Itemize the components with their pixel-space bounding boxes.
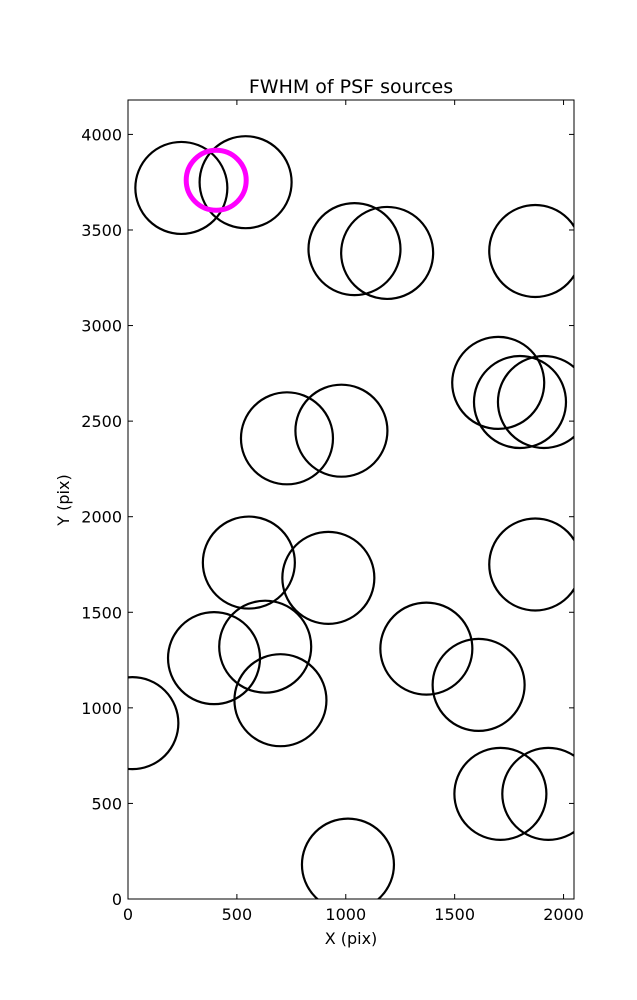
source-marker: [281, 530, 376, 625]
y-tick-label: 0: [112, 890, 122, 909]
source-marker: [496, 354, 574, 450]
plot-frame: [127, 99, 575, 900]
source-marker: [488, 517, 574, 612]
source-marker: [166, 611, 262, 706]
source-marker: [431, 637, 526, 733]
x-tick-label: 1500: [434, 905, 475, 924]
source-marker: [198, 135, 293, 230]
y-tick-label: 3000: [81, 317, 122, 336]
x-axis-ticks: 0 500 1000 1500 2000: [123, 100, 584, 924]
source-marker: [201, 515, 296, 610]
y-tick-label: 2500: [81, 412, 122, 431]
y-tick-label: 2000: [81, 508, 122, 527]
chart-title: FWHM of PSF sources: [249, 76, 453, 98]
data-markers: [128, 135, 574, 899]
y-axis-ticks: 0 500 1000 1500 2000 2500 3000 3500 4000: [81, 125, 574, 909]
source-marker: [218, 599, 313, 694]
source-marker: [451, 335, 546, 430]
x-tick-label: 500: [222, 905, 253, 924]
x-tick-label: 0: [123, 905, 133, 924]
source-marker: [134, 140, 229, 236]
x-axis-label: X (pix): [325, 929, 378, 948]
source-marker: [128, 676, 180, 771]
source-marker: [501, 746, 574, 841]
y-axis-label: Y (pix): [54, 474, 73, 526]
source-marker: [340, 205, 435, 301]
source-marker: [472, 354, 568, 450]
source-marker: [453, 746, 548, 841]
source-marker: [300, 817, 396, 899]
y-tick-label: 1000: [81, 699, 122, 718]
y-tick-label: 3500: [81, 221, 122, 240]
source-marker: [233, 653, 328, 748]
y-tick-label: 4000: [81, 125, 122, 144]
source-marker: [294, 383, 389, 478]
x-tick-label: 2000: [543, 905, 584, 924]
source-marker: [239, 391, 335, 486]
highlighted-source-marker: [183, 147, 249, 213]
source-marker: [488, 203, 574, 299]
x-tick-label: 1000: [325, 905, 366, 924]
y-tick-label: 1500: [81, 603, 122, 622]
source-marker: [379, 601, 474, 696]
y-tick-label: 500: [91, 794, 122, 813]
source-marker: [307, 202, 402, 297]
